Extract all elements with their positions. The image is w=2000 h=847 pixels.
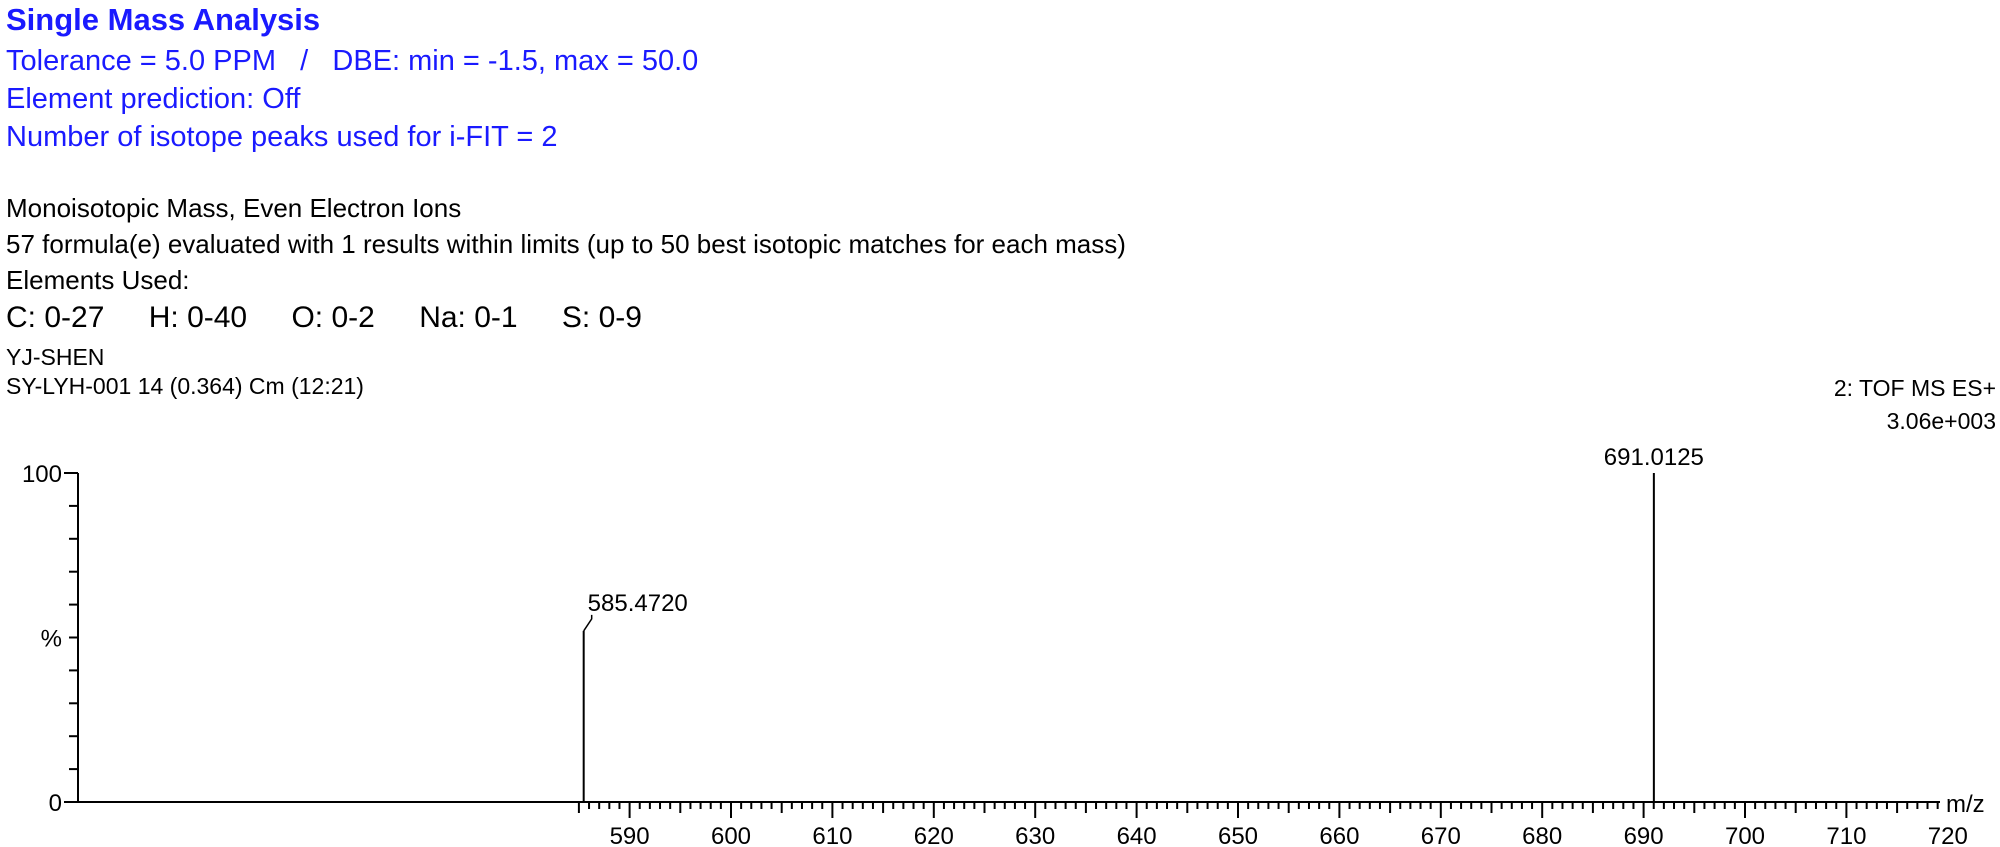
formulae-line: 57 formula(e) evaluated with 1 results w…	[6, 229, 1126, 259]
x-tick-label: 610	[812, 823, 852, 847]
element-range: O: 0-2	[291, 301, 375, 334]
x-tick-label: 650	[1218, 823, 1258, 847]
run-description: SY-LYH-001 14 (0.364) Cm (12:21)	[6, 373, 364, 399]
peak-label: 691.0125	[1604, 444, 1704, 471]
x-tick-label: 630	[1015, 823, 1055, 847]
peak-leader	[583, 614, 593, 632]
y-tick-label: 100	[22, 461, 62, 488]
x-tick-label: 660	[1319, 823, 1359, 847]
x-tick-label: 720	[1928, 823, 1968, 847]
x-tick-label: 680	[1522, 823, 1562, 847]
element-prediction-line: Element prediction: Off	[6, 83, 301, 115]
x-tick-label: 700	[1725, 823, 1765, 847]
x-tick-label: 710	[1826, 823, 1866, 847]
x-tick-label: 690	[1624, 823, 1664, 847]
x-tick-label: 670	[1421, 823, 1461, 847]
chart-ticks: 0 100% 590 600 610 620 630 640 650 660 670 680 690 70…	[22, 461, 1985, 847]
base-peak-intensity: 3.06e+003	[1886, 408, 1996, 434]
peak-label: 585.4720	[588, 590, 688, 617]
elements-list: C: 0-27 H: 0-40 O: 0-2 Na: 0-1 S: 0-9	[6, 300, 678, 336]
element-range: S: 0-9	[561, 301, 642, 334]
x-tick-label: 640	[1117, 823, 1157, 847]
sample-name: YJ-SHEN	[6, 344, 105, 370]
isotope-peaks-line: Number of isotope peaks used for i-FIT =…	[6, 121, 558, 153]
y-axis-label: %	[41, 626, 62, 653]
chart-axes	[77, 473, 1940, 803]
element-range: Na: 0-1	[419, 301, 518, 334]
elements-used-label: Elements Used:	[6, 265, 190, 295]
y-tick-label: 0	[49, 790, 62, 817]
acquisition-mode: 2: TOF MS ES+	[1833, 375, 1996, 401]
x-tick-label: 620	[914, 823, 954, 847]
mass-type-line: Monoisotopic Mass, Even Electron Ions	[6, 193, 462, 223]
element-range: C: 0-27	[6, 301, 105, 334]
x-axis-label: m/z	[1946, 791, 1985, 818]
element-range: H: 0-40	[148, 301, 248, 334]
x-tick-label: 600	[711, 823, 751, 847]
page-title: Single Mass Analysis	[6, 2, 321, 37]
x-tick-label: 590	[610, 823, 650, 847]
tolerance-line: Tolerance = 5.0 PPM / DBE: min = -1.5, m…	[6, 45, 699, 77]
